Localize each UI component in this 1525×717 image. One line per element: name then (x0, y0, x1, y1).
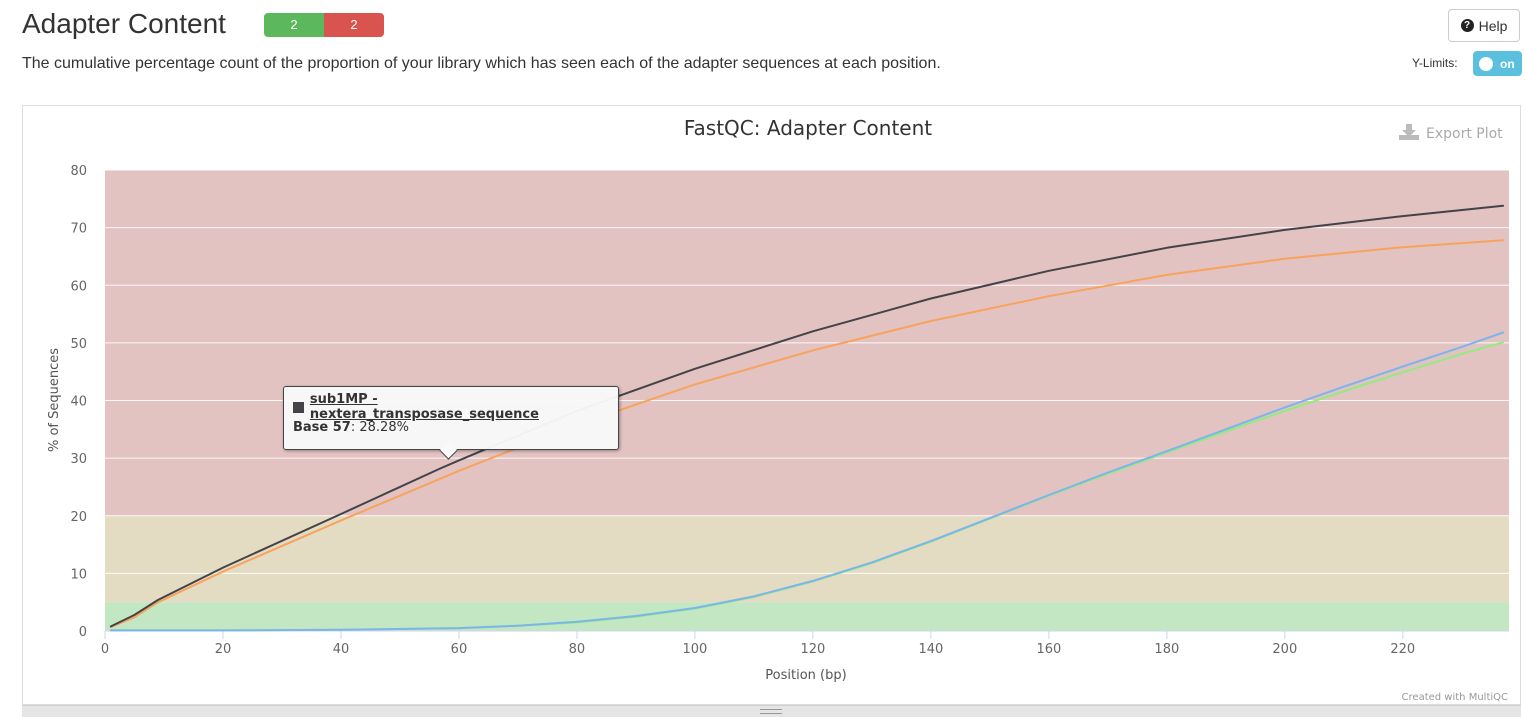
plot-band-1 (105, 515, 1509, 603)
toggle-label: on (1500, 56, 1515, 71)
ylimits-toggle[interactable]: on (1473, 51, 1522, 76)
x-tick-label: 200 (1272, 642, 1297, 657)
plot-band-0 (105, 602, 1509, 631)
multiqc-credit: Created with MultiQC (1402, 692, 1508, 703)
toggle-knob (1479, 56, 1493, 71)
y-tick-label: 20 (70, 510, 87, 525)
tooltip-key: Base 57 (293, 420, 351, 435)
series-line-0 (109, 204, 1505, 628)
y-tick-label: 80 (70, 164, 87, 179)
section-title: Adapter Content (22, 8, 226, 39)
x-axis-label: Position (bp) (765, 668, 846, 683)
y-axis-label: % of Sequences (47, 348, 62, 452)
resize-grip-icon (760, 709, 782, 714)
y-tick-label: 70 (70, 222, 87, 237)
series-line-1 (109, 239, 1505, 628)
series-swatch (293, 401, 304, 413)
y-tick-label: 40 (70, 395, 87, 410)
y-tick-label: 10 (70, 567, 87, 582)
x-tick-label: 120 (800, 642, 825, 657)
x-tick-label: 40 (333, 642, 350, 657)
x-tick-label: 80 (569, 642, 586, 657)
x-tick-label: 0 (101, 642, 109, 657)
y-tick-label: 30 (70, 452, 87, 467)
plot-resize-handle[interactable] (22, 705, 1521, 717)
export-plot-button[interactable]: Export Plot (1399, 124, 1503, 142)
download-icon (1399, 124, 1419, 140)
chart-title: FastQC: Adapter Content (684, 116, 932, 140)
fail-count-badge[interactable]: 2 (324, 13, 384, 37)
ylimits-label: Y-Limits: (1412, 56, 1458, 70)
tooltip-series-name[interactable]: sub1MP - nextera_transposase_sequence (309, 392, 539, 422)
y-tick-label: 50 (70, 337, 87, 352)
help-button[interactable]: ? Help (1448, 9, 1520, 42)
status-badges: 2 2 (264, 13, 384, 37)
x-tick-label: 220 (1390, 642, 1415, 657)
tooltip-value: : 28.28% (350, 420, 409, 435)
question-circle-icon: ? (1460, 19, 1474, 32)
x-tick-label: 20 (215, 642, 232, 657)
y-tick-label: 0 (79, 625, 87, 640)
x-tick-label: 160 (1036, 642, 1061, 657)
chart-tooltip: sub1MP - nextera_transposase_sequence Ba… (283, 386, 619, 460)
pass-count-badge[interactable]: 2 (264, 13, 324, 37)
section-description: The cumulative percentage count of the p… (22, 55, 941, 72)
series-line-2 (109, 331, 1505, 632)
x-tick-label: 100 (683, 642, 708, 657)
x-tick-label: 60 (451, 642, 468, 657)
x-tick-label: 140 (918, 642, 943, 657)
y-tick-label: 60 (70, 279, 87, 294)
help-button-label: Help (1478, 17, 1508, 34)
export-plot-label: Export Plot (1426, 126, 1503, 142)
x-tick-label: 180 (1154, 642, 1179, 657)
